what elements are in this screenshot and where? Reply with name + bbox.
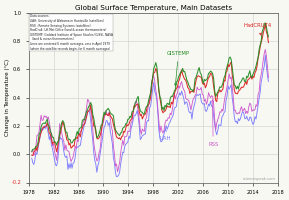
Text: sciencespeak.com: sciencespeak.com	[242, 177, 275, 181]
Y-axis label: Change in Temperature (°C): Change in Temperature (°C)	[5, 59, 10, 136]
Text: RSS: RSS	[208, 100, 218, 147]
Text: UAH: UAH	[160, 129, 171, 141]
Text: HadCRUT4: HadCRUT4	[244, 23, 272, 35]
Text: GISTEMP: GISTEMP	[167, 51, 190, 86]
Title: Global Surface Temperature, Main Datasets: Global Surface Temperature, Main Dataset…	[75, 5, 232, 11]
Text: Data sources:
UAH: University of Alabama in Huntsville (satellites)
RSS : Remote: Data sources: UAH: University of Alabama…	[30, 14, 113, 51]
